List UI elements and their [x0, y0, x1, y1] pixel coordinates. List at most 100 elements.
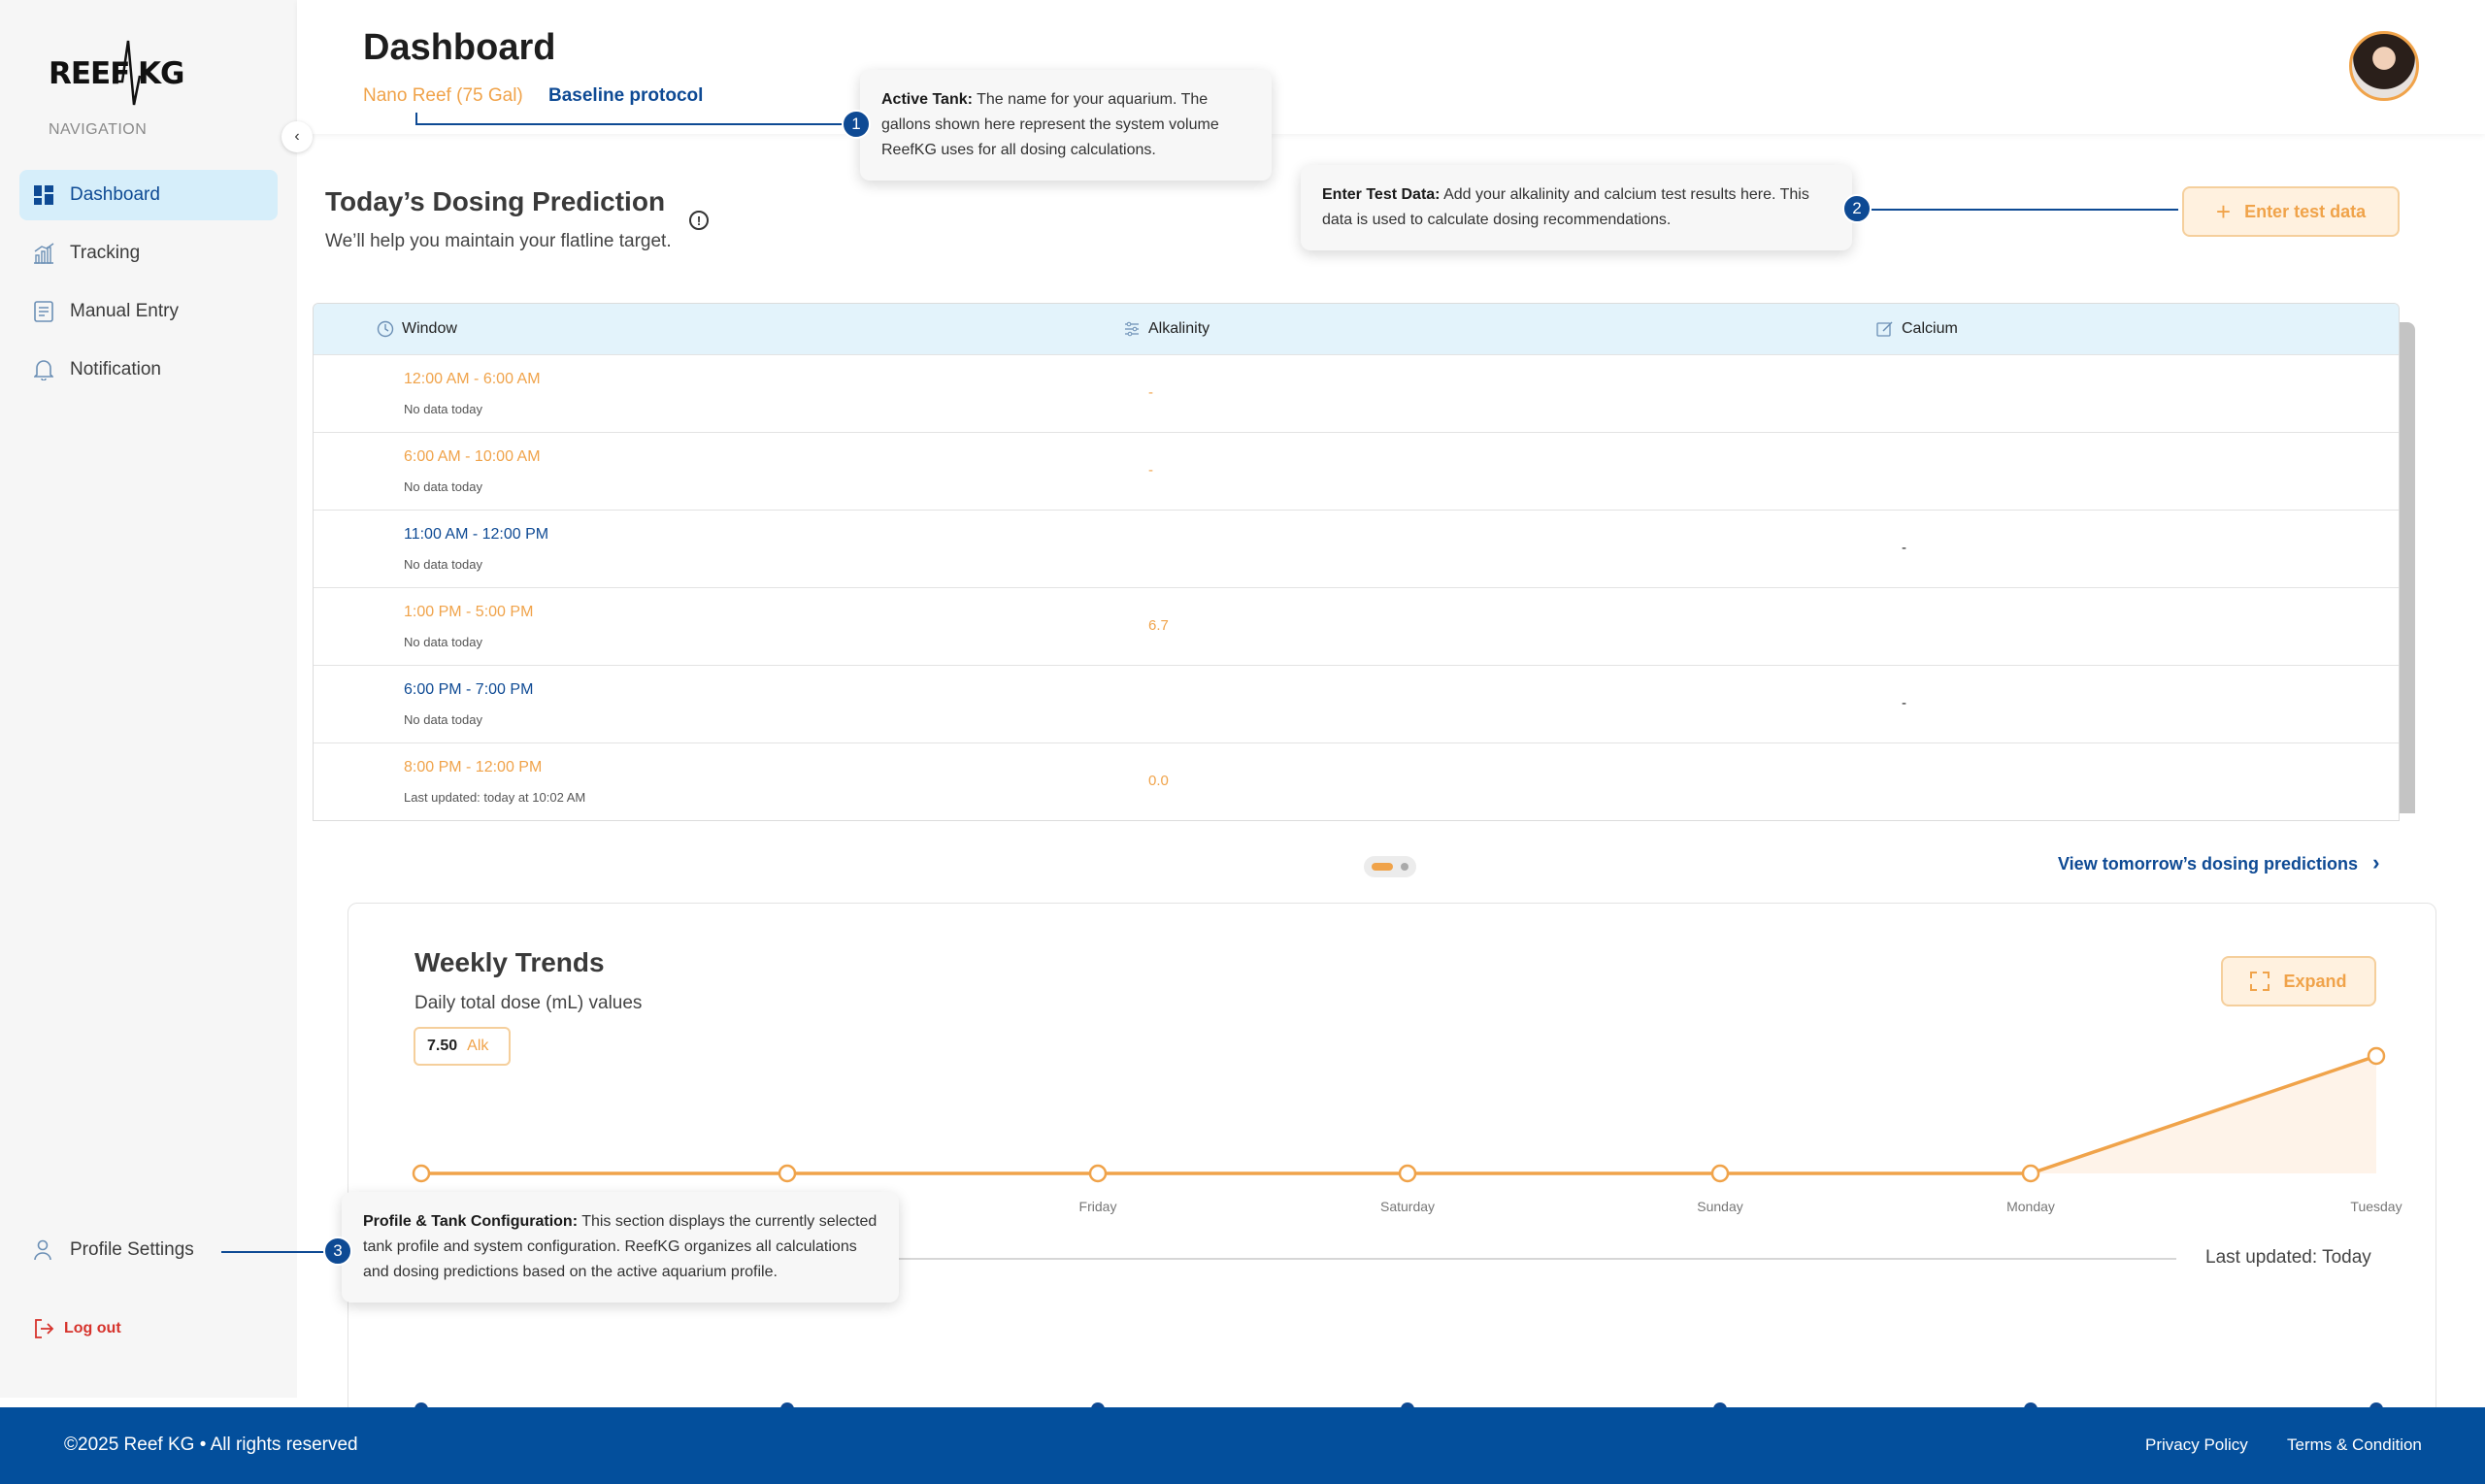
collapse-sidebar-button[interactable]: ‹	[282, 121, 313, 152]
enter-test-data-button[interactable]: + Enter test data	[2182, 186, 2400, 237]
pager-dot[interactable]	[1401, 863, 1408, 871]
data-point[interactable]	[1398, 1164, 1417, 1183]
sidebar-item-profile-settings[interactable]: Profile Settings	[33, 1239, 194, 1261]
expand-label: Expand	[2283, 971, 2347, 991]
data-point[interactable]	[1088, 1164, 1108, 1183]
window-cell: 12:00 AM - 6:00 AM	[404, 371, 541, 387]
tooltip-connector	[415, 123, 854, 125]
sidebar-item-notification[interactable]: Notification	[19, 345, 278, 395]
sidebar-item-label: Manual Entry	[70, 301, 179, 321]
tooltip-title: Enter Test Data:	[1322, 186, 1441, 203]
tooltip-profile-configuration: Profile & Tank Configuration: This secti…	[342, 1192, 899, 1303]
weekly-trends-subtitle: Daily total dose (mL) values	[414, 993, 643, 1013]
chevron-right-icon: ›	[2372, 850, 2380, 874]
privacy-policy-link[interactable]: Privacy Policy	[2145, 1435, 2248, 1454]
table-header: Window Alkalinity Calcium	[314, 304, 2399, 354]
table-row[interactable]: 12:00 AM - 6:00 AM No data today -	[314, 354, 2399, 432]
expand-icon	[2250, 972, 2270, 991]
copyright-text: ©2025 Reef KG • All rights reserved	[64, 1435, 358, 1455]
logout-button[interactable]: Log out	[33, 1318, 121, 1339]
sidebar-item-tracking[interactable]: Tracking	[19, 228, 278, 279]
edit-icon	[1876, 320, 1894, 338]
note-cell: No data today	[404, 479, 482, 494]
bell-icon	[33, 359, 54, 380]
legend-chip[interactable]: 7.50 Alk	[414, 1027, 511, 1066]
nav-caption: NAVIGATION	[49, 121, 148, 138]
table-row[interactable]: 6:00 AM - 10:00 AM No data today -	[314, 432, 2399, 510]
dosing-prediction-title: Today’s Dosing Prediction	[325, 186, 666, 216]
chart-icon	[33, 243, 54, 264]
window-cell: 1:00 PM - 5:00 PM	[404, 604, 534, 620]
table-row[interactable]: 11:00 AM - 12:00 PM No data today -	[314, 510, 2399, 587]
view-tomorrow-label: View tomorrow’s dosing predictions	[2058, 854, 2359, 874]
sidebar-item-label: Dashboard	[70, 184, 160, 205]
legend-name: Alk	[467, 1038, 489, 1054]
tooltip-body: This section displays the currently sele…	[363, 1213, 878, 1280]
note-cell: No data today	[404, 712, 482, 727]
x-tick-label: Friday	[1078, 1199, 1117, 1214]
plus-icon: +	[2215, 196, 2232, 226]
table-row[interactable]: 6:00 PM - 7:00 PM No data today -	[314, 665, 2399, 742]
sidebar-item-manual-entry[interactable]: Manual Entry	[19, 286, 278, 337]
sidebar-item-dashboard[interactable]: Dashboard	[19, 170, 278, 220]
x-tick-label: Tuesday	[2350, 1199, 2402, 1214]
data-point[interactable]	[412, 1164, 431, 1183]
data-point[interactable]	[1710, 1164, 1730, 1183]
pager-dot-active[interactable]	[1372, 863, 1393, 871]
avatar[interactable]	[2349, 31, 2419, 101]
logout-icon	[33, 1318, 54, 1339]
tooltip-body: The name for your aquarium. The gallons …	[881, 91, 1219, 158]
alkalinity-cell: -	[1148, 384, 1153, 401]
data-point[interactable]	[2021, 1164, 2040, 1183]
heartbeat-logo-icon	[113, 40, 142, 106]
tooltip-step-2: 2	[1842, 194, 1872, 223]
document-icon	[33, 301, 54, 322]
window-cell: 11:00 AM - 12:00 PM	[404, 526, 549, 543]
table-scrollbar[interactable]	[2400, 322, 2415, 813]
series-area	[421, 1056, 2376, 1173]
dosing-table: Window Alkalinity Calcium 12:00 AM - 6:0…	[313, 303, 2400, 821]
tooltip-connector	[415, 113, 417, 124]
tooltip-step-3: 3	[323, 1237, 352, 1266]
data-point[interactable]	[2367, 1046, 2386, 1066]
table-row[interactable]: 1:00 PM - 5:00 PM No data today 6.7	[314, 587, 2399, 665]
series-line-alk	[421, 1054, 2377, 1175]
view-tomorrow-link[interactable]: View tomorrow’s dosing predictions ›	[2058, 850, 2379, 875]
note-cell: No data today	[404, 402, 482, 416]
x-tick-label: Sunday	[1697, 1199, 1743, 1214]
tooltip-enter-test-data: Enter Test Data: Add your alkalinity and…	[1301, 165, 1852, 250]
carousel-pager[interactable]	[1364, 856, 1416, 877]
tooltip-step-1: 1	[842, 110, 871, 139]
divider	[854, 1258, 2176, 1260]
enter-test-data-label: Enter test data	[2244, 201, 2367, 221]
user-icon	[33, 1239, 54, 1261]
tooltip-title: Profile & Tank Configuration:	[363, 1213, 579, 1230]
tooltip-title: Active Tank:	[881, 91, 973, 108]
terms-link[interactable]: Terms & Condition	[2287, 1435, 2422, 1454]
note-cell: No data today	[404, 635, 482, 649]
alkalinity-cell: -	[1148, 462, 1153, 478]
calcium-cell: -	[1902, 540, 1906, 556]
dosing-prediction-subtitle: We’ll help you maintain your flatline ta…	[325, 231, 672, 251]
expand-button[interactable]: Expand	[2221, 956, 2376, 1006]
table-row[interactable]: 8:00 PM - 12:00 PM Last updated: today a…	[314, 742, 2399, 820]
sidebar-item-label: Notification	[70, 359, 161, 379]
note-cell: Last updated: today at 10:02 AM	[404, 790, 586, 805]
tooltip-body: Add your alkalinity and calcium test res…	[1322, 186, 1809, 228]
window-cell: 6:00 AM - 10:00 AM	[404, 448, 541, 465]
sliders-icon	[1123, 320, 1141, 338]
top-header: Dashboard Nano Reef (75 Gal) Baseline pr…	[297, 0, 2485, 134]
protocol-link[interactable]: Baseline protocol	[548, 85, 704, 106]
weekly-trends-title: Weekly Trends	[414, 947, 605, 977]
page-title: Dashboard	[363, 27, 556, 68]
active-tank-link[interactable]: Nano Reef (75 Gal)	[363, 85, 523, 106]
calcium-cell: -	[1902, 695, 1906, 711]
note-cell: No data today	[404, 557, 482, 572]
info-icon[interactable]: !	[689, 211, 709, 230]
window-cell: 6:00 PM - 7:00 PM	[404, 681, 534, 698]
data-point[interactable]	[778, 1164, 797, 1183]
footer: ©2025 Reef KG • All rights reserved Priv…	[0, 1407, 2485, 1484]
tooltip-connector	[221, 1251, 330, 1253]
reefkg-logo[interactable]: REEF KG	[49, 37, 184, 109]
x-tick-label: Monday	[2006, 1199, 2055, 1214]
